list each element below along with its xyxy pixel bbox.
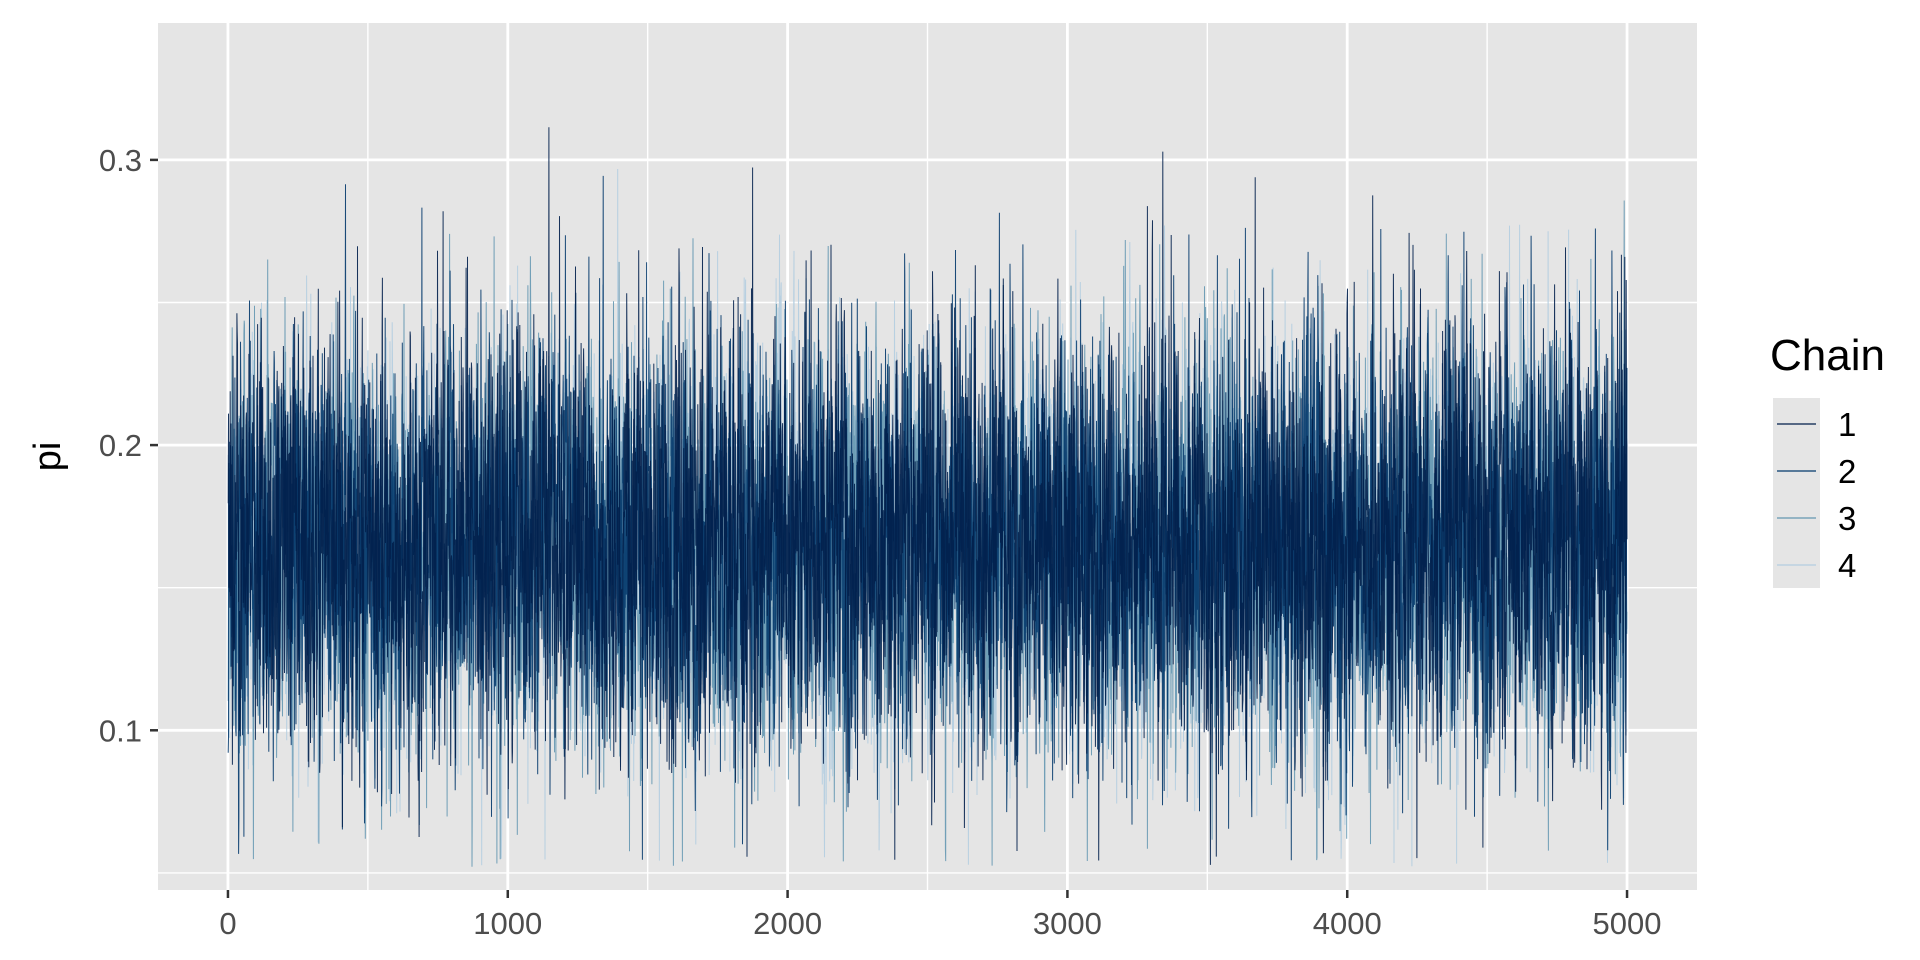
x-tick-label: 4000 [1313, 906, 1382, 941]
y-tick-label: 0.3 [99, 143, 142, 178]
legend: Chain 1 2 3 4 [1770, 331, 1885, 588]
legend-items: 1 2 3 4 [1777, 406, 1856, 584]
y-axis-title: pi [27, 442, 69, 472]
legend-label: 4 [1838, 547, 1856, 584]
legend-label: 1 [1838, 406, 1856, 443]
legend-key-background [1773, 398, 1820, 588]
legend-title: Chain [1770, 331, 1885, 380]
x-tick-label: 1000 [473, 906, 542, 941]
legend-label: 2 [1838, 453, 1856, 490]
legend-label: 3 [1838, 500, 1856, 537]
x-tick-label: 5000 [1593, 906, 1662, 941]
series-chain-1-line [227, 127, 1628, 865]
x-tick-label: 3000 [1033, 906, 1102, 941]
x-tick-label: 0 [219, 906, 236, 941]
x-axis: 0 1000 2000 3000 4000 5000 [219, 890, 1662, 941]
x-tick-label: 2000 [753, 906, 822, 941]
y-tick-label: 0.1 [99, 713, 142, 748]
series-layer [227, 127, 1628, 867]
y-tick-label: 0.2 [99, 428, 142, 463]
y-axis: 0.1 0.2 0.3 [99, 143, 158, 748]
